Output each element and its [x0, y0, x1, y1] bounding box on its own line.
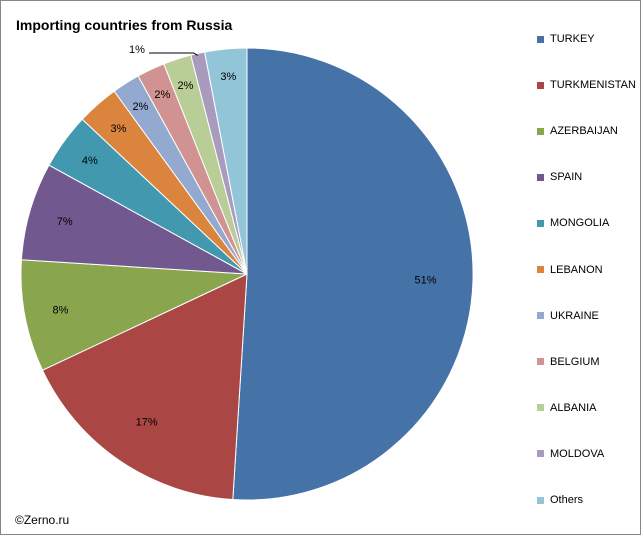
legend-swatch-azerbaijan: [537, 127, 544, 135]
pie-slice-turkey: [232, 47, 474, 501]
data-label-spain: 7%: [57, 216, 73, 228]
legend-swatch-turkey: [537, 35, 544, 43]
data-label-albania: 2%: [178, 80, 194, 92]
legend-label-others: Others: [550, 494, 584, 506]
data-label-others: 3%: [220, 71, 236, 83]
pie-slice-others: [204, 47, 248, 275]
legend-swatch-others: [537, 496, 544, 504]
chart-title: Importing countries from Russia: [16, 17, 233, 33]
legend-swatch-albania: [537, 404, 544, 412]
data-label-ukraine: 2%: [132, 101, 148, 113]
legend-swatch-ukraine: [537, 312, 544, 320]
legend-item-albania: ALBANIA: [537, 400, 596, 416]
legend-label-turkey: TURKEY: [550, 33, 595, 45]
data-label-belgium: 2%: [154, 89, 170, 101]
legend-item-others: Others: [537, 492, 583, 508]
data-label-lebanon: 3%: [111, 123, 127, 135]
data-label-mongolia: 4%: [82, 155, 98, 167]
legend-swatch-spain: [537, 173, 544, 181]
legend-item-belgium: BELGIUM: [537, 354, 600, 370]
legend-item-moldova: MOLDOVA: [537, 446, 604, 462]
legend-item-ukraine: UKRAINE: [537, 308, 599, 324]
legend-item-mongolia: MONGOLIA: [537, 215, 609, 231]
legend-label-moldova: MOLDOVA: [550, 447, 605, 460]
legend-label-azerbaijan: AZERBAIJAN: [550, 125, 618, 138]
legend-item-turkmenistan: TURKMENISTAN: [537, 77, 636, 93]
pie-slice-turkmenistan: [41, 273, 248, 501]
data-label-moldova: 1%: [129, 44, 145, 56]
legend-label-belgium: BELGIUM: [550, 355, 600, 368]
legend-swatch-lebanon: [537, 266, 544, 273]
data-label-turkmenistan: 17%: [136, 417, 158, 429]
legend-swatch-turkmenistan: [537, 81, 544, 89]
legend-label-albania: ALBANIA: [550, 401, 597, 414]
legend-label-lebanon: LEBANON: [550, 263, 603, 276]
legend-label-spain: SPAIN: [550, 171, 583, 184]
source-credit: ©Zerno.ru: [15, 513, 70, 527]
legend-item-spain: SPAIN: [537, 169, 582, 185]
legend-swatch-belgium: [537, 358, 544, 366]
data-label-azerbaijan: 8%: [53, 305, 69, 317]
leader-line-moldova: [149, 52, 198, 56]
legend-label-turkmenistan: TURKMENISTAN: [550, 79, 636, 92]
legend-item-lebanon: LEBANON: [537, 262, 603, 278]
data-label-turkey: 51%: [414, 275, 436, 287]
legend-label-mongolia: MONGOLIA: [550, 217, 610, 230]
legend-item-turkey: TURKEY: [537, 31, 595, 47]
pie-slice-azerbaijan: [20, 259, 248, 371]
legend-swatch-moldova: [537, 450, 544, 458]
legend-swatch-mongolia: [537, 219, 544, 227]
legend-item-azerbaijan: AZERBAIJAN: [537, 123, 618, 139]
legend-label-ukraine: UKRAINE: [550, 309, 599, 322]
